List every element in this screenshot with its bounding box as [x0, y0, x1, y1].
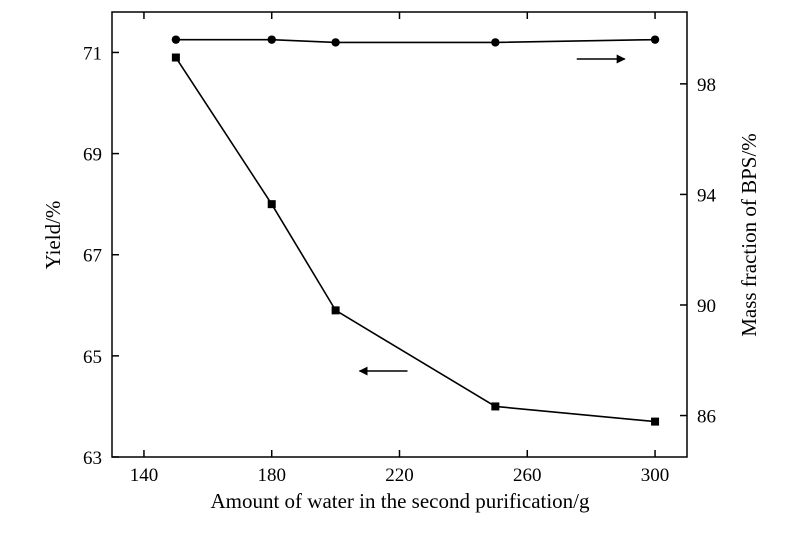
x-tick-label: 140	[130, 465, 159, 486]
x-tick-label: 260	[513, 465, 542, 486]
series-1-point	[171, 53, 180, 62]
axis-indicator-arrows	[358, 54, 626, 376]
y-axis-title: Yield/%	[41, 201, 65, 270]
x-axis-title: Amount of water in the second purificati…	[210, 489, 590, 513]
y2-tick-label: 94	[697, 185, 717, 206]
y2-tick-label: 90	[697, 296, 716, 317]
axis-ticks: 140 180 220 260 300 63 65 67 69 71 86 90 94 98	[83, 12, 717, 486]
y2-tick-label: 98	[697, 75, 716, 96]
series-2-point	[171, 35, 181, 44]
series-1-line	[175, 57, 656, 423]
series-lines	[175, 38, 656, 423]
series-2-point	[491, 38, 500, 47]
y-tick-label: 65	[83, 347, 102, 368]
y2-axis-title: Mass fraction of BPS/%	[737, 133, 761, 337]
y2-tick-label: 86	[697, 407, 716, 428]
y-tick-label: 67	[83, 246, 102, 267]
series-1-point	[331, 306, 340, 315]
series-2-point	[650, 35, 660, 44]
x-tick-label: 300	[641, 465, 670, 486]
series-2-point	[267, 35, 276, 44]
series-2-point	[331, 38, 340, 47]
y-tick-label: 71	[83, 43, 102, 64]
series-1-point	[267, 200, 276, 209]
series-2-line	[175, 38, 656, 44]
series-1-point	[491, 402, 500, 411]
y-tick-label: 63	[83, 448, 102, 469]
x-tick-label: 180	[257, 465, 286, 486]
y-tick-label: 69	[83, 145, 102, 166]
series-1-point	[651, 417, 660, 426]
x-tick-label: 220	[385, 465, 414, 486]
series-markers	[171, 35, 660, 426]
plot-frame	[111, 11, 688, 458]
